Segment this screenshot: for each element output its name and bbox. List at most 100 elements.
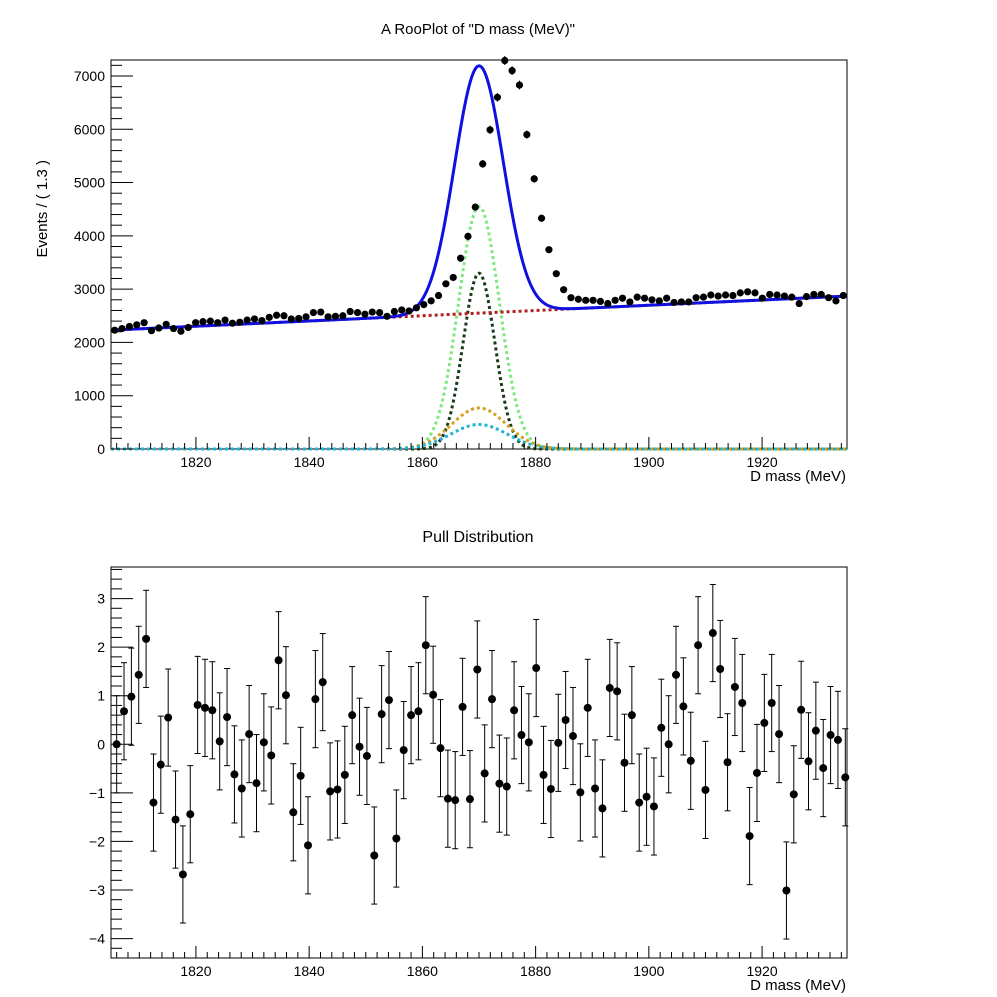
pull-point — [686, 756, 695, 765]
data-point — [398, 306, 406, 314]
data-point — [155, 324, 163, 332]
pull-point — [745, 832, 754, 841]
pull-point — [164, 713, 173, 722]
pull-point — [399, 746, 408, 755]
data-point — [567, 294, 575, 302]
pull-point — [642, 792, 651, 801]
pull-point — [480, 769, 489, 778]
data-point — [582, 296, 590, 304]
data-point — [273, 311, 281, 319]
data-point — [427, 297, 435, 305]
pull-point — [230, 770, 239, 779]
y-tick-label: 2 — [97, 639, 105, 655]
pull-point — [627, 711, 636, 720]
pull-point — [223, 713, 232, 722]
pull-panel: Pull Distribution 1820 1840 1860 1880 1900 19… — [89, 529, 850, 994]
pull-point — [458, 702, 467, 711]
pull-point — [819, 764, 828, 773]
data-point — [604, 299, 612, 308]
y-tick-label: −2 — [89, 833, 105, 849]
pull-point — [649, 802, 658, 811]
data-point — [228, 319, 237, 327]
data-point — [832, 297, 840, 305]
data-point — [420, 300, 428, 309]
x-tick-label: 1840 — [294, 963, 325, 979]
pull-point — [451, 796, 460, 805]
pull-data-points — [112, 583, 850, 940]
pull-point — [546, 784, 555, 793]
data-point — [118, 324, 126, 333]
data-point — [442, 280, 450, 288]
x-tick-label: 1920 — [746, 454, 777, 470]
pull-point — [407, 711, 416, 720]
signal-component-curve — [111, 406, 847, 451]
data-point — [707, 291, 715, 299]
data-point — [147, 327, 156, 335]
data-point — [125, 322, 133, 331]
data-point — [574, 295, 582, 303]
data-point — [258, 316, 266, 325]
pull-x-axis: 1820 1840 1860 1880 1900 1920 — [116, 946, 842, 979]
pull-point — [200, 703, 209, 712]
data-point — [331, 312, 340, 320]
pull-point — [598, 804, 607, 813]
pull-point — [694, 641, 703, 650]
data-point — [810, 290, 818, 299]
y-tick-label: 1 — [97, 688, 105, 704]
data-point — [383, 312, 391, 320]
data-point — [677, 298, 686, 306]
pull-point — [465, 795, 474, 804]
data-point — [618, 294, 627, 302]
pull-point — [767, 699, 776, 707]
pull-point — [333, 785, 342, 794]
pull-point — [127, 692, 136, 701]
total-fit-curve — [110, 64, 848, 332]
pull-point — [208, 706, 217, 715]
pull-point — [414, 707, 423, 716]
data-point — [162, 320, 170, 328]
data-point — [317, 308, 325, 316]
data-point — [390, 307, 398, 316]
pull-point — [811, 726, 820, 735]
data-point — [111, 326, 119, 334]
data-point — [184, 323, 192, 332]
pull-plot-title: Pull Distribution — [422, 529, 533, 546]
pull-point — [355, 742, 364, 751]
pull-point — [362, 751, 371, 760]
data-point — [309, 308, 317, 317]
data-point — [596, 297, 605, 305]
data-point — [699, 293, 708, 301]
data-point — [795, 299, 803, 308]
data-point — [721, 291, 730, 299]
pull-point — [296, 771, 305, 780]
pull-point — [826, 731, 835, 740]
data-point — [670, 298, 678, 307]
signal-component-curve — [111, 204, 847, 451]
signal-component-curve — [111, 271, 847, 451]
pull-point — [340, 770, 349, 779]
data-point — [265, 313, 273, 321]
data-point — [501, 56, 509, 65]
data-point — [302, 313, 310, 321]
pull-point — [701, 785, 710, 794]
pull-point — [613, 687, 622, 696]
data-point — [611, 296, 619, 304]
data-point — [663, 294, 671, 302]
pull-point — [289, 808, 298, 817]
data-point — [545, 246, 553, 254]
data-point — [250, 315, 259, 323]
pull-point — [318, 678, 327, 687]
data-point — [537, 214, 546, 222]
y-tick-label: 6000 — [74, 121, 105, 137]
data-point — [655, 297, 663, 305]
data-point — [353, 308, 362, 317]
data-point — [206, 317, 214, 325]
data-point — [434, 291, 443, 300]
data-point — [192, 319, 200, 327]
data-point — [685, 298, 693, 306]
data-point — [802, 292, 811, 301]
x-tick-label: 1900 — [633, 454, 664, 470]
pull-point — [568, 732, 577, 741]
pull-point — [730, 682, 739, 691]
